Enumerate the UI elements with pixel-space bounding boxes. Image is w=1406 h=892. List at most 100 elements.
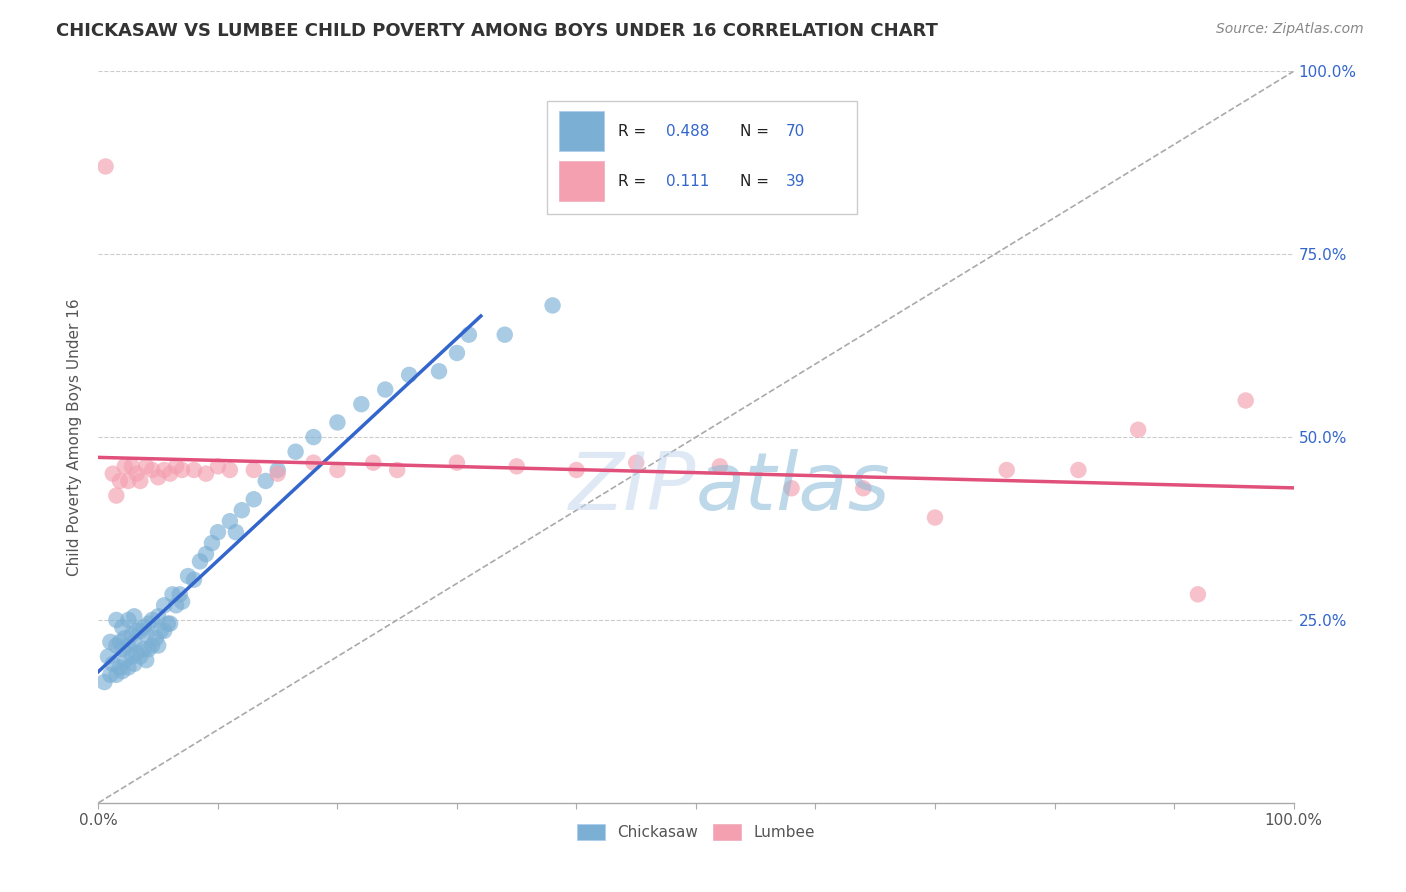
Point: [172, 594, 194, 608]
Point: [427, 364, 450, 378]
Point: [1067, 463, 1090, 477]
Point: [172, 463, 194, 477]
Point: [135, 627, 157, 641]
Point: [207, 525, 229, 540]
Point: [195, 467, 218, 481]
Point: [183, 463, 205, 477]
Point: [117, 660, 139, 674]
Point: [135, 459, 157, 474]
Point: [153, 599, 176, 613]
Point: [626, 456, 648, 470]
Point: [207, 459, 229, 474]
Point: [302, 456, 325, 470]
Point: [494, 327, 516, 342]
Point: [141, 613, 163, 627]
Text: 39: 39: [786, 174, 806, 188]
Point: [129, 624, 152, 638]
Point: [165, 459, 187, 474]
Point: [141, 639, 163, 653]
Point: [108, 474, 131, 488]
Point: [201, 536, 224, 550]
Point: [108, 660, 131, 674]
Point: [129, 474, 152, 488]
Point: [458, 327, 481, 342]
Point: [1234, 393, 1257, 408]
Text: 0.111: 0.111: [666, 174, 710, 188]
Point: [98, 635, 122, 649]
Point: [132, 620, 155, 634]
Point: [111, 642, 134, 657]
Point: [114, 632, 136, 646]
Point: [565, 463, 588, 477]
Text: CHICKASAW VS LUMBEE CHILD POVERTY AMONG BOYS UNDER 16 CORRELATION CHART: CHICKASAW VS LUMBEE CHILD POVERTY AMONG …: [56, 22, 938, 40]
Point: [326, 416, 349, 430]
Point: [225, 525, 247, 540]
Point: [169, 587, 191, 601]
Point: [125, 467, 148, 481]
Point: [1187, 587, 1209, 601]
Point: [398, 368, 420, 382]
Point: [105, 489, 128, 503]
Text: ZIP: ZIP: [568, 450, 696, 527]
Point: [219, 514, 242, 528]
Text: R =: R =: [619, 174, 647, 188]
Point: [243, 492, 266, 507]
Point: [125, 624, 148, 638]
Point: [541, 298, 564, 312]
Point: [114, 459, 136, 474]
Text: N =: N =: [740, 174, 769, 188]
Point: [93, 675, 115, 690]
Point: [284, 444, 307, 458]
Point: [132, 642, 155, 657]
Point: [385, 463, 409, 477]
Point: [243, 463, 266, 477]
Point: [138, 642, 160, 657]
Point: [302, 430, 325, 444]
Point: [105, 613, 128, 627]
Y-axis label: Child Poverty Among Boys Under 16: Child Poverty Among Boys Under 16: [67, 298, 83, 576]
Point: [105, 639, 128, 653]
Point: [129, 649, 152, 664]
Point: [162, 587, 184, 601]
Text: R =: R =: [619, 124, 647, 139]
Point: [135, 653, 157, 667]
Text: 70: 70: [786, 124, 804, 139]
Point: [326, 463, 349, 477]
Point: [121, 649, 143, 664]
Bar: [558, 161, 605, 202]
Point: [94, 160, 117, 174]
Point: [995, 463, 1018, 477]
Point: [177, 569, 200, 583]
Point: [125, 646, 148, 660]
Point: [114, 653, 136, 667]
Point: [153, 624, 176, 638]
Point: [117, 613, 139, 627]
Point: [117, 474, 139, 488]
Point: [121, 627, 143, 641]
Text: atlas: atlas: [696, 450, 891, 527]
Point: [267, 463, 290, 477]
Point: [254, 474, 277, 488]
Point: [446, 346, 468, 360]
Text: N =: N =: [740, 124, 769, 139]
Point: [446, 456, 468, 470]
Point: [148, 609, 170, 624]
Point: [149, 624, 172, 638]
Point: [145, 632, 167, 646]
Point: [156, 616, 179, 631]
Point: [219, 463, 242, 477]
Point: [159, 467, 181, 481]
Point: [852, 481, 875, 495]
Point: [159, 616, 181, 631]
Point: [165, 599, 187, 613]
Point: [98, 667, 122, 681]
Point: [117, 639, 139, 653]
Point: [780, 481, 803, 495]
Point: [138, 616, 160, 631]
Bar: [558, 112, 605, 152]
Point: [111, 664, 134, 678]
FancyBboxPatch shape: [547, 101, 858, 214]
Point: [148, 639, 170, 653]
Point: [101, 657, 124, 671]
Point: [124, 657, 146, 671]
